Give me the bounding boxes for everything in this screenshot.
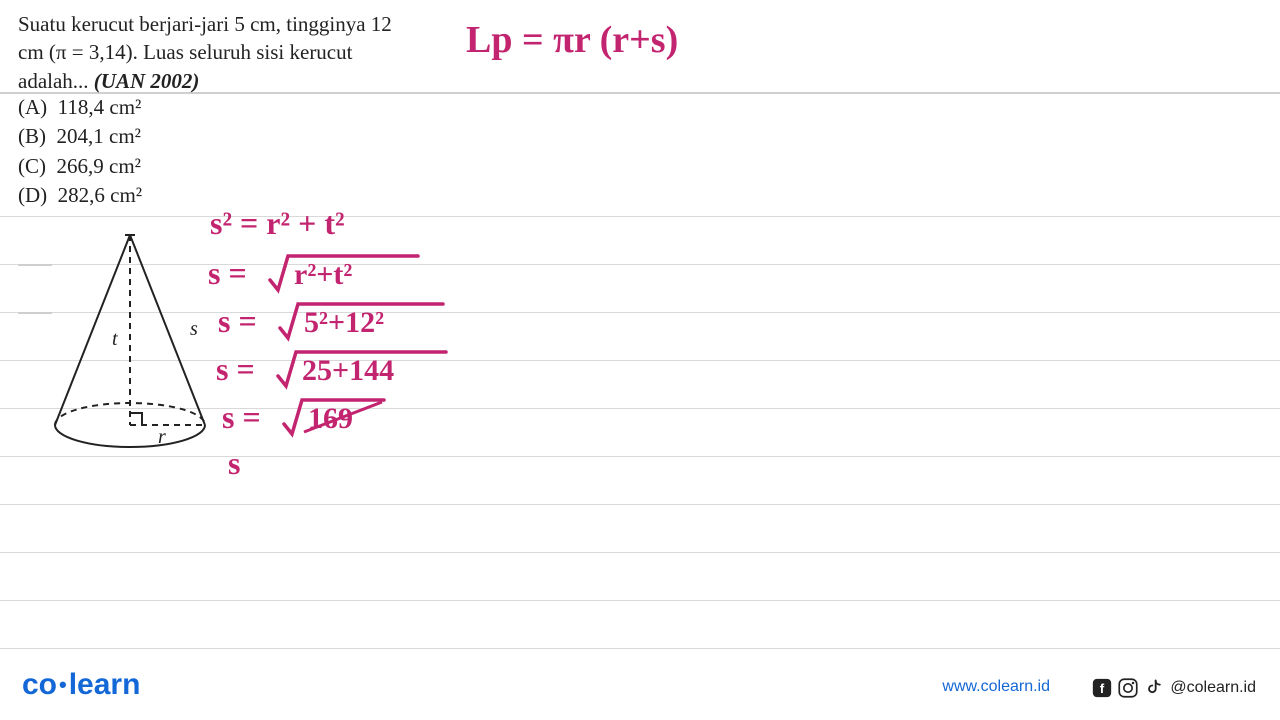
option-c-value: 266,9 cm² (57, 154, 141, 178)
logo-left: co (22, 668, 57, 701)
option-b-label: (B) (18, 124, 46, 148)
svg-text:s =: s = (208, 255, 247, 291)
cone-label-s: s (190, 318, 198, 340)
option-a-value: 118,4 cm² (58, 95, 142, 119)
question-line1: Suatu kerucut berjari-jari 5 cm, tinggin… (18, 12, 392, 36)
tiktok-icon (1144, 678, 1164, 698)
handwriting-formula-lp: Lp = πr (r+s) (466, 14, 806, 70)
facebook-icon: f (1092, 678, 1112, 698)
footer: co•learn www.colearn.id f @colearn.id (0, 662, 1280, 702)
option-d-value: 282,6 cm² (58, 183, 142, 207)
website-url: www.colearn.id (942, 678, 1050, 696)
option-c-label: (C) (18, 154, 46, 178)
svg-text:s =: s = (222, 399, 261, 435)
logo-right: learn (69, 668, 141, 701)
question-line3: adalah... (18, 69, 89, 93)
brand-logo: co•learn (22, 668, 140, 702)
cone-label-r: r (158, 426, 166, 448)
cone-diagram: t s r (40, 225, 220, 465)
svg-text:5²+12²: 5²+12² (304, 306, 384, 339)
option-a-label: (A) (18, 95, 47, 119)
svg-text:s² = r² + t²: s² = r² + t² (210, 205, 345, 241)
social-handle: @colearn.id (1170, 679, 1256, 697)
svg-text:s: s (228, 445, 240, 481)
svg-text:25+144: 25+144 (302, 354, 394, 387)
options-list: (A) 118,4 cm² (B) 204,1 cm² (C) 266,9 cm… (18, 93, 142, 210)
social-block: f @colearn.id (1092, 678, 1256, 698)
svg-text:f: f (1100, 681, 1105, 696)
svg-text:s =: s = (218, 303, 257, 339)
instagram-icon (1118, 678, 1138, 698)
question-block: Suatu kerucut berjari-jari 5 cm, tinggin… (18, 10, 438, 95)
question-source: (UAN 2002) (94, 69, 200, 93)
option-d-label: (D) (18, 183, 47, 207)
question-line2: cm (π = 3,14). Luas seluruh sisi kerucut (18, 40, 352, 64)
svg-text:r²+t²: r²+t² (294, 258, 352, 291)
option-b-value: 204,1 cm² (57, 124, 141, 148)
svg-text:169: 169 (308, 402, 353, 435)
cone-label-t: t (112, 328, 118, 350)
svg-text:Lp = πr (r+s): Lp = πr (r+s) (466, 19, 678, 61)
svg-text:s =: s = (216, 351, 255, 387)
